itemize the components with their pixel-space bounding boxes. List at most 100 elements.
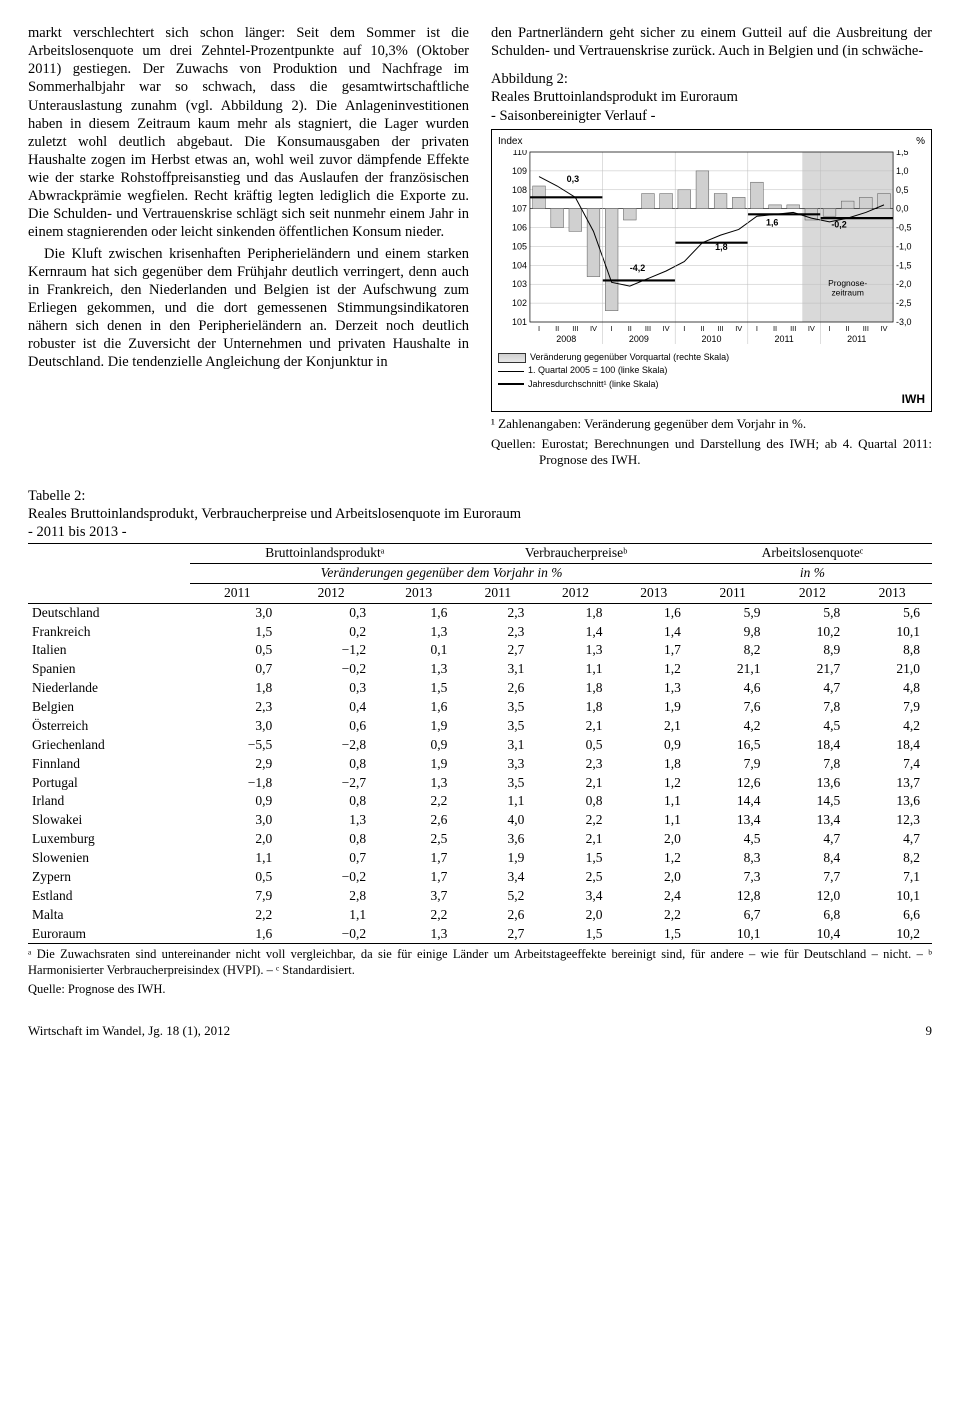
cell: 1,9 (615, 698, 693, 717)
row-label: Niederlande (28, 679, 190, 698)
svg-text:104: 104 (512, 260, 527, 270)
row-label: Österreich (28, 717, 190, 736)
cell: 2,6 (459, 679, 536, 698)
cell: 3,1 (459, 736, 536, 755)
col-group-3: Arbeitslosenquoteᶜ (693, 544, 932, 564)
svg-text:101: 101 (512, 317, 527, 327)
thick-line-icon (498, 383, 524, 385)
cell: 10,2 (852, 925, 932, 944)
cell: 0,9 (190, 792, 284, 811)
cell: 21,1 (693, 660, 773, 679)
cell: 7,1 (852, 868, 932, 887)
cell: 9,8 (693, 623, 773, 642)
cell: 8,4 (773, 849, 853, 868)
cell: 2,2 (536, 811, 614, 830)
cell: −5,5 (190, 736, 284, 755)
cell: 13,6 (852, 792, 932, 811)
svg-text:106: 106 (512, 223, 527, 233)
bar-swatch-icon (498, 353, 526, 363)
chart-container: Index % 1101091081071061051041031021011,… (491, 129, 932, 412)
year-header: 2013 (615, 583, 693, 603)
table-row: Griechenland−5,5−2,80,93,10,50,916,518,4… (28, 736, 932, 755)
cell: 16,5 (693, 736, 773, 755)
cell: 2,3 (459, 603, 536, 622)
cell: 10,4 (773, 925, 853, 944)
cell: 5,2 (459, 887, 536, 906)
year-header: 2011 (190, 583, 284, 603)
table-row: Italien0,5−1,20,12,71,31,78,28,98,8 (28, 641, 932, 660)
cell: 8,8 (852, 641, 932, 660)
cell: 4,7 (852, 830, 932, 849)
cell: 1,3 (615, 679, 693, 698)
cell: 14,4 (693, 792, 773, 811)
cell: 21,7 (773, 660, 853, 679)
svg-text:II: II (846, 324, 850, 333)
svg-text:II: II (628, 324, 632, 333)
cell: 0,5 (190, 641, 284, 660)
cell: 4,5 (693, 830, 773, 849)
svg-text:-1,0: -1,0 (896, 242, 911, 252)
svg-text:I: I (538, 324, 540, 333)
chart-plot: 1101091081071061051041031021011,51,00,50… (502, 150, 921, 350)
cell: 3,5 (459, 717, 536, 736)
svg-text:-2,0: -2,0 (896, 279, 911, 289)
cell: 6,8 (773, 906, 853, 925)
cell: 1,1 (615, 792, 693, 811)
cell: 4,8 (852, 679, 932, 698)
cell: 2,1 (536, 774, 614, 793)
cell: 3,0 (190, 603, 284, 622)
svg-text:II: II (555, 324, 559, 333)
cell: 3,7 (378, 887, 459, 906)
right-column: den Partnerländern geht sicher zu einem … (491, 24, 932, 469)
cell: 7,3 (693, 868, 773, 887)
cell: 1,1 (284, 906, 378, 925)
cell: 0,3 (284, 603, 378, 622)
table-row: Österreich3,00,61,93,52,12,14,24,54,2 (28, 717, 932, 736)
cell: −1,8 (190, 774, 284, 793)
cell: 21,0 (852, 660, 932, 679)
year-header: 2011 (693, 583, 773, 603)
cell: 2,3 (190, 698, 284, 717)
cell: 1,6 (378, 603, 459, 622)
cell: 13,7 (852, 774, 932, 793)
cell: 0,8 (284, 792, 378, 811)
svg-text:2011: 2011 (847, 334, 866, 344)
cell: 8,9 (773, 641, 853, 660)
cell: 5,9 (693, 603, 773, 622)
cell: 2,9 (190, 755, 284, 774)
cell: 2,0 (615, 868, 693, 887)
svg-text:1,8: 1,8 (715, 242, 727, 252)
row-label: Italien (28, 641, 190, 660)
cell: 7,9 (693, 755, 773, 774)
svg-text:0,3: 0,3 (567, 174, 579, 184)
svg-text:-1,5: -1,5 (896, 260, 911, 270)
svg-text:I: I (756, 324, 758, 333)
cell: 1,3 (378, 623, 459, 642)
cell: 4,2 (852, 717, 932, 736)
cell: 7,4 (852, 755, 932, 774)
legend-1: Veränderung gegenüber Vorquartal (rechte… (498, 352, 925, 363)
cell: 14,5 (773, 792, 853, 811)
cell: 12,8 (693, 887, 773, 906)
cell: 13,6 (773, 774, 853, 793)
cell: 2,1 (536, 717, 614, 736)
cell: 1,3 (378, 774, 459, 793)
cell: 8,2 (852, 849, 932, 868)
cell: 2,8 (284, 887, 378, 906)
figure-subtitle: - Saisonbereinigter Verlauf - (491, 107, 932, 125)
row-label: Slowakei (28, 811, 190, 830)
svg-text:1,0: 1,0 (896, 166, 908, 176)
table-row: Estland7,92,83,75,23,42,412,812,010,1 (28, 887, 932, 906)
cell: 13,4 (773, 811, 853, 830)
cell: 1,7 (378, 868, 459, 887)
cell: 3,1 (459, 660, 536, 679)
svg-text:1,6: 1,6 (766, 218, 778, 228)
page-footer: Wirtschaft im Wandel, Jg. 18 (1), 2012 9 (28, 1023, 932, 1039)
figure-note: ¹ Zahlenangaben: Veränderung gegenüber d… (491, 416, 932, 432)
table-row: Slowakei3,01,32,64,02,21,113,413,412,3 (28, 811, 932, 830)
cell: 2,3 (459, 623, 536, 642)
year-header: 2013 (378, 583, 459, 603)
cell: 4,2 (693, 717, 773, 736)
left-column: markt verschlechtert sich schon länger: … (28, 24, 469, 469)
year-header: 2012 (536, 583, 614, 603)
